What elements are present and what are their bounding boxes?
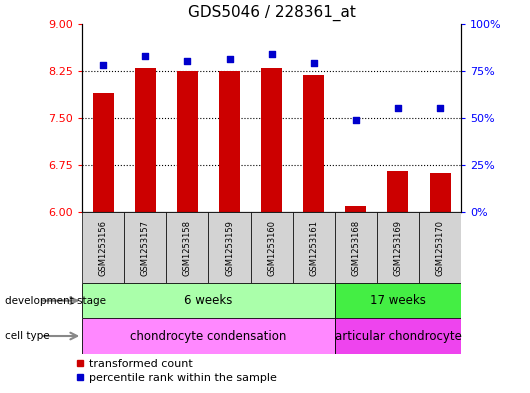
Text: cell type: cell type (5, 331, 50, 341)
Bar (82, 283, 335, 318)
Text: GSM1253156: GSM1253156 (99, 220, 108, 275)
Point (183, 58, 192, 64)
Point (310, 60, 318, 66)
Text: chondrocyte condensation: chondrocyte condensation (130, 329, 287, 343)
Bar (293, 212, 335, 283)
Point (394, 105, 402, 112)
Legend: transformed count, percentile rank within the sample: transformed count, percentile rank withi… (77, 359, 277, 383)
Point (436, 105, 444, 112)
Bar (124, 212, 166, 283)
Text: development stage: development stage (5, 296, 107, 306)
Text: GSM1253159: GSM1253159 (225, 220, 234, 275)
Bar (335, 318, 461, 354)
Bar (387, 171, 409, 212)
Text: GSM1253168: GSM1253168 (351, 220, 360, 275)
Text: 6 weeks: 6 weeks (184, 294, 233, 307)
Bar (82, 318, 335, 354)
Text: GSM1253170: GSM1253170 (436, 220, 445, 275)
Text: GSM1253169: GSM1253169 (393, 220, 402, 275)
Text: GSM1253161: GSM1253161 (309, 220, 318, 275)
Bar (219, 71, 240, 212)
Title: GDS5046 / 228361_at: GDS5046 / 228361_at (188, 5, 356, 21)
Text: GSM1253158: GSM1253158 (183, 220, 192, 275)
Bar (346, 206, 366, 212)
Bar (251, 212, 293, 283)
Bar (335, 283, 461, 318)
Bar (93, 93, 114, 212)
Bar (335, 212, 377, 283)
Text: GSM1253160: GSM1253160 (267, 220, 276, 275)
Text: 17 weeks: 17 weeks (370, 294, 426, 307)
Bar (208, 212, 251, 283)
Bar (303, 75, 324, 212)
Bar (429, 173, 450, 212)
Text: GSM1253157: GSM1253157 (141, 220, 150, 275)
Bar (377, 212, 419, 283)
Bar (82, 212, 124, 283)
Bar (135, 68, 156, 212)
Point (267, 51, 276, 57)
Bar (261, 68, 282, 212)
Bar (166, 212, 208, 283)
Point (225, 56, 234, 62)
Point (141, 53, 149, 59)
Bar (419, 212, 461, 283)
Point (351, 117, 360, 123)
Bar (177, 71, 198, 212)
Point (99, 62, 108, 68)
Text: articular chondrocyte: articular chondrocyte (334, 329, 462, 343)
